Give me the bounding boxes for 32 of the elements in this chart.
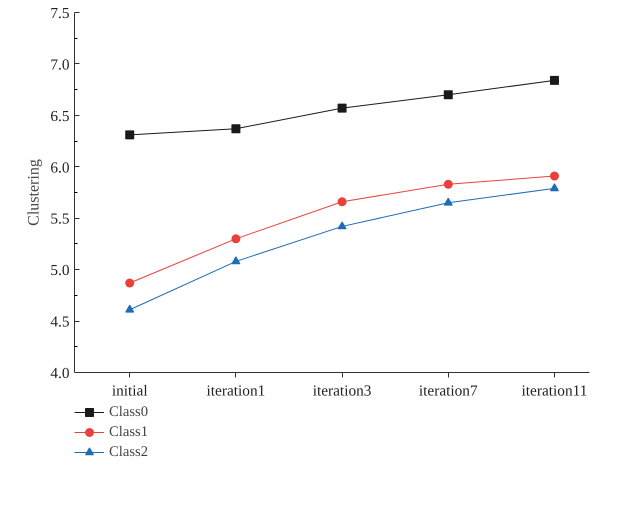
point bbox=[550, 172, 559, 181]
y-tick-label: 7.5 bbox=[50, 5, 70, 22]
y-tick-label: 7.0 bbox=[50, 56, 70, 74]
y-tick-label: 6.0 bbox=[50, 159, 70, 176]
x-tick-label: iteration3 bbox=[312, 382, 372, 400]
y-tick-label: 5.0 bbox=[50, 262, 70, 280]
legend-label: Class0 bbox=[109, 402, 148, 422]
y-tick-label: 4.0 bbox=[50, 365, 70, 382]
point bbox=[550, 183, 559, 192]
y-tick-label: 4.5 bbox=[50, 314, 70, 331]
point bbox=[444, 198, 453, 206]
point bbox=[125, 130, 134, 140]
point bbox=[231, 234, 240, 244]
point bbox=[125, 278, 134, 288]
y-axis-title: Clustering bbox=[25, 159, 42, 226]
point bbox=[338, 104, 347, 113]
x-tick-label: iteration11 bbox=[522, 382, 588, 400]
legend-label: Class1 bbox=[109, 422, 148, 442]
x-tick-label: initial bbox=[112, 382, 148, 400]
point bbox=[444, 90, 453, 100]
x-tick-label: iteration7 bbox=[418, 382, 478, 400]
point bbox=[550, 76, 559, 85]
point bbox=[125, 304, 134, 313]
point bbox=[338, 221, 347, 230]
y-tick-label: 6.5 bbox=[50, 108, 70, 125]
legend-label: Class2 bbox=[109, 442, 148, 462]
point bbox=[231, 124, 240, 134]
point bbox=[338, 197, 347, 206]
x-tick-label: iteration1 bbox=[206, 382, 266, 400]
point bbox=[231, 256, 240, 264]
y-tick-label: 5.5 bbox=[50, 210, 70, 228]
point bbox=[444, 180, 453, 189]
